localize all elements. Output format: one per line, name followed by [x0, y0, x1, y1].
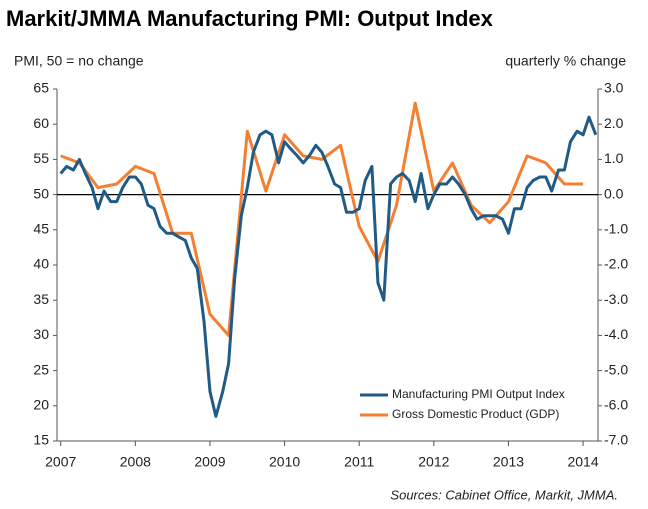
- source-note: Sources: Cabinet Office, Markit, JMMA.: [390, 487, 618, 502]
- y2-tick-label: 2.0: [604, 115, 624, 131]
- y-tick-label: 40: [33, 256, 49, 272]
- data-line: [60, 101, 584, 337]
- y2-tick-label: -6.0: [604, 397, 628, 413]
- y-axis-label: PMI, 50 = no change: [14, 53, 144, 69]
- x-tick-label: 2013: [493, 454, 524, 470]
- data-line: [59, 115, 598, 418]
- legend-label: Gross Domestic Product (GDP): [392, 407, 559, 421]
- y-tick-label: 20: [33, 397, 49, 413]
- x-tick-label: 2007: [45, 454, 76, 470]
- y2-tick-label: -1.0: [604, 221, 628, 237]
- legend-label: Manufacturing PMI Output Index: [392, 387, 565, 401]
- x-tick-label: 2008: [120, 454, 151, 470]
- y-tick-label: 65: [33, 80, 49, 96]
- chart-title: Markit/JMMA Manufacturing PMI: Output In…: [6, 6, 494, 31]
- y-tick-label: 45: [33, 221, 49, 237]
- x-tick-label: 2012: [418, 454, 449, 470]
- y2-axis-label: quarterly % change: [505, 53, 626, 69]
- y2-tick-label: 1.0: [604, 150, 624, 166]
- x-tick-label: 2014: [567, 454, 598, 470]
- x-tick-label: 2011: [344, 454, 374, 470]
- y2-tick-label: -5.0: [604, 361, 628, 377]
- y2-tick-label: 0.0: [604, 185, 624, 201]
- y2-tick-label: -7.0: [604, 432, 628, 448]
- y2-tick-label: -2.0: [604, 256, 628, 272]
- y-tick-label: 50: [33, 185, 49, 201]
- y-tick-label: 35: [33, 291, 49, 307]
- y2-tick-label: -3.0: [604, 291, 628, 307]
- y-tick-label: 30: [33, 326, 49, 342]
- y-tick-label: 60: [33, 115, 49, 131]
- y2-tick-label: 3.0: [604, 80, 624, 96]
- y2-tick-label: -4.0: [604, 326, 628, 342]
- y-tick-label: 55: [33, 150, 49, 166]
- y-tick-label: 25: [33, 361, 49, 377]
- y-tick-label: 15: [33, 432, 49, 448]
- x-tick-label: 2010: [269, 454, 300, 470]
- x-tick-label: 2009: [194, 454, 225, 470]
